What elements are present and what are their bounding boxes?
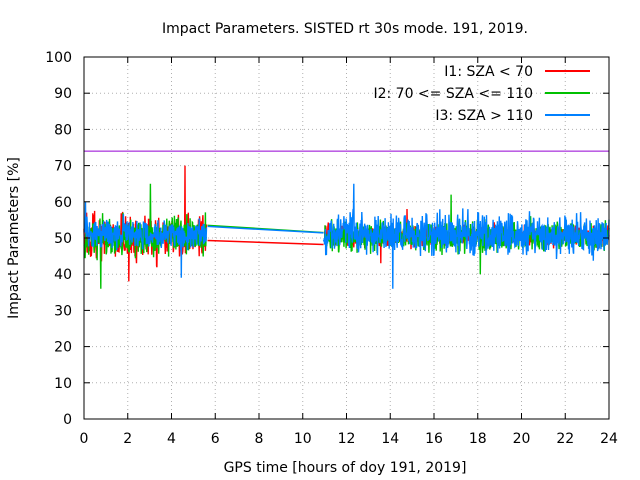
x-tick-label: 2 bbox=[123, 431, 132, 447]
y-tick-label: 40 bbox=[54, 267, 72, 283]
y-tick-label: 90 bbox=[54, 86, 72, 102]
legend-label: I3: SZA > 110 bbox=[435, 108, 533, 124]
series-3-segment-1 bbox=[83, 201, 208, 278]
axis-ticks: 0 2 4 6 8 10 12 14 16 18 20 22 240102030405060708090… bbox=[45, 50, 618, 447]
x-axis-label: GPS time [hours of doy 191, 2019] bbox=[224, 460, 467, 476]
series-1-gap-line bbox=[207, 239, 324, 246]
x-tick-label: 16 bbox=[425, 431, 443, 447]
y-tick-label: 20 bbox=[54, 340, 72, 356]
y-tick-label: 10 bbox=[54, 376, 72, 392]
y-tick-label: 0 bbox=[63, 412, 72, 428]
x-tick-label: 4 bbox=[167, 431, 176, 447]
legend-label: I1: SZA < 70 bbox=[444, 64, 533, 80]
y-tick-label: 70 bbox=[54, 159, 72, 175]
x-tick-label: 20 bbox=[513, 431, 531, 447]
chart-title: Impact Parameters. SISTED rt 30s mode. 1… bbox=[162, 21, 528, 37]
x-tick-label: 24 bbox=[600, 431, 618, 447]
legend: I1: SZA < 70 I2: 70 <= SZA <= 110 I3: SZA … bbox=[373, 64, 590, 124]
legend-label: I2: 70 <= SZA <= 110 bbox=[373, 86, 533, 102]
x-tick-label: 8 bbox=[255, 431, 264, 447]
y-tick-label: 60 bbox=[54, 195, 72, 211]
x-tick-label: 0 bbox=[80, 431, 89, 447]
x-tick-label: 14 bbox=[381, 431, 399, 447]
x-tick-label: 10 bbox=[294, 431, 312, 447]
x-tick-label: 18 bbox=[469, 431, 487, 447]
x-tick-label: 12 bbox=[338, 431, 356, 447]
y-tick-label: 50 bbox=[54, 231, 72, 247]
series-3 bbox=[83, 183, 610, 289]
plot-area bbox=[83, 165, 610, 289]
x-tick-label: 22 bbox=[556, 431, 574, 447]
y-tick-label: 80 bbox=[54, 122, 72, 138]
y-tick-label: 100 bbox=[45, 50, 72, 66]
y-tick-label: 30 bbox=[54, 303, 72, 319]
x-tick-label: 6 bbox=[211, 431, 220, 447]
y-axis-label: Impact Parameters [%] bbox=[6, 157, 22, 319]
series-3-segment-2 bbox=[322, 183, 610, 289]
series-3-gap-line bbox=[207, 225, 324, 234]
